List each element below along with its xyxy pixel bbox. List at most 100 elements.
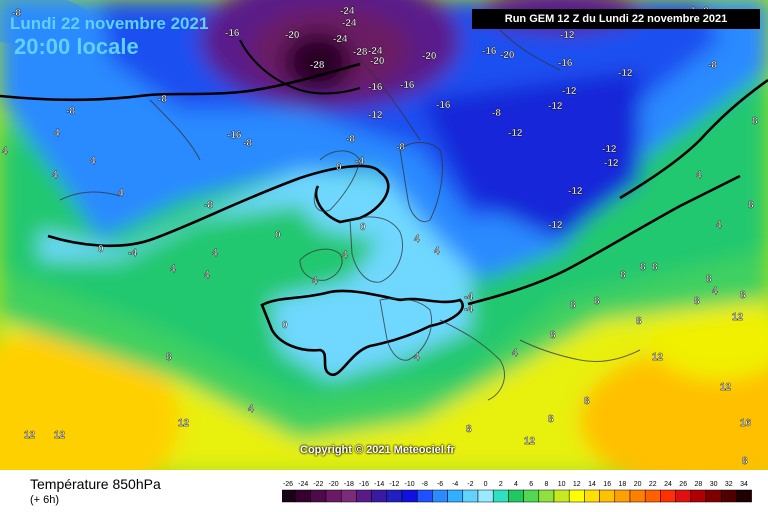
map-value-label: -12 xyxy=(368,110,383,121)
map-value-label: 4 xyxy=(712,286,718,297)
legend-tick-label: 4 xyxy=(514,481,518,488)
map-value-label: 4 xyxy=(54,128,60,139)
legend-tick-label: -22 xyxy=(313,481,323,488)
map-value-label: 4 xyxy=(118,188,124,199)
legend-tick-label: 2 xyxy=(499,481,503,488)
legend-color-box xyxy=(432,489,448,503)
map-value-label: 4 xyxy=(434,246,440,257)
map-value-label: -8 xyxy=(243,138,252,149)
map-value-label: 8 xyxy=(636,316,642,327)
legend-color-box xyxy=(584,489,600,503)
map-value-label: 4 xyxy=(170,264,176,275)
map-value-label: -28 xyxy=(353,47,368,58)
map-value-label: -16 xyxy=(368,82,383,93)
map-value-label: 8 xyxy=(742,456,748,467)
legend-tick-label: 18 xyxy=(619,481,627,488)
legend-color-box xyxy=(720,489,737,503)
map-value-label: -24 xyxy=(342,18,357,29)
map-value-label: -20 xyxy=(370,56,385,67)
map-value-label: -16 xyxy=(558,58,573,69)
map-value-label: -8 xyxy=(396,142,405,153)
map-value-label: 8 xyxy=(620,270,626,281)
map-value-label: -8 xyxy=(346,134,355,145)
map-value-label: 0 xyxy=(336,162,342,173)
legend-tick-label: 30 xyxy=(710,481,718,488)
map-value-label: 8 xyxy=(466,424,472,435)
map-value-label: 8 xyxy=(706,274,712,285)
map-value-label: 12 xyxy=(720,382,732,393)
legend-tick-label: -14 xyxy=(374,481,384,488)
map-value-label: -12 xyxy=(560,30,575,41)
map-value-label: 0 xyxy=(275,230,281,241)
map-value-label: 4 xyxy=(204,270,210,281)
color-scale-legend: -26 -24 -22 -20 -18 -16 -14 -12 -10 -8 -6 -4 -2 0 2 4 6 8… xyxy=(282,481,752,503)
legend-color-box xyxy=(644,489,661,503)
map-value-label: -4 xyxy=(464,304,473,315)
legend-tick-label: 10 xyxy=(558,481,566,488)
temperature-map: -24-24-16 -20 -24-28 -24-20 -20-28-16 -16-16-… xyxy=(0,0,768,470)
map-value-label: 4 xyxy=(312,276,318,287)
legend-tick-label: 32 xyxy=(725,481,733,488)
forecast-offset: (+ 6h) xyxy=(30,494,60,506)
map-value-label: 12 xyxy=(54,430,66,441)
map-value-label: -24 xyxy=(368,46,383,57)
map-value-label: 12 xyxy=(178,418,190,429)
legend-color-box xyxy=(295,489,312,503)
legend-color-box xyxy=(538,489,555,503)
legend-color-box xyxy=(508,489,524,503)
map-value-label: 0 xyxy=(282,320,288,331)
map-value-label: 8 xyxy=(548,414,554,425)
legend-tick-label: -20 xyxy=(329,481,339,488)
map-value-label: 12 xyxy=(524,436,536,447)
map-value-label: -16 xyxy=(400,80,415,91)
map-value-label: 4 xyxy=(512,348,518,359)
map-value-label: 8 xyxy=(640,262,646,273)
map-value-label: 4 xyxy=(52,170,58,181)
map-value-label: -20 xyxy=(285,30,300,41)
legend-tick-label: -8 xyxy=(422,481,428,488)
map-value-label: 12 xyxy=(732,312,744,323)
map-value-label: 4 xyxy=(212,248,218,259)
map-value-label: 8 xyxy=(166,352,172,363)
map-value-label: 4 xyxy=(342,250,348,261)
legend-color-box xyxy=(523,489,540,503)
map-value-label: -12 xyxy=(548,101,563,112)
map-value-label: 16 xyxy=(740,418,752,429)
legend-color-box xyxy=(282,489,296,503)
map-value-label: -16 xyxy=(482,46,497,57)
map-value-label: -8 xyxy=(66,106,75,117)
map-value-label: 4 xyxy=(2,146,8,157)
map-value-label: -28 xyxy=(310,60,325,71)
legend-tick-label: -6 xyxy=(437,481,443,488)
legend-tick-label: -10 xyxy=(405,481,415,488)
legend-tick-label: 22 xyxy=(649,481,657,488)
map-value-label: -20 xyxy=(422,51,437,62)
map-value-label: 8 xyxy=(752,116,758,127)
legend-color-box xyxy=(371,489,388,503)
map-value-label: 8 xyxy=(748,200,754,211)
map-value-labels: -24-24-16 -20 -24-28 -24-20 -20-28-16 -16-16-… xyxy=(2,6,758,467)
legend-tick-label: 12 xyxy=(573,481,581,488)
map-value-label: -8 xyxy=(204,200,213,211)
legend-color-box xyxy=(310,489,327,503)
legend-color-box xyxy=(401,489,418,503)
map-value-label: -12 xyxy=(604,158,619,169)
map-value-label: 4 xyxy=(716,220,722,231)
map-value-label: -8 xyxy=(708,60,717,71)
legend-color-box xyxy=(386,489,403,503)
map-value-label: 8 xyxy=(570,300,576,311)
forecast-date: Lundi 22 novembre 2021 xyxy=(10,14,209,33)
legend-color-box xyxy=(705,489,722,503)
legend-color-box xyxy=(690,489,707,503)
legend-color-box xyxy=(416,489,433,503)
map-value-label: -16 xyxy=(225,28,240,39)
legend-tick-label: 20 xyxy=(634,481,642,488)
map-value-label: 4 xyxy=(414,234,420,245)
map-value-label: -4 xyxy=(464,292,473,303)
map-value-label: 8 xyxy=(584,396,590,407)
map-value-label: -12 xyxy=(568,186,583,197)
map-value-label: -12 xyxy=(548,220,563,231)
legend-color-box xyxy=(614,489,631,503)
map-value-label: -8 xyxy=(158,94,167,105)
map-value-label: -12 xyxy=(508,128,523,139)
